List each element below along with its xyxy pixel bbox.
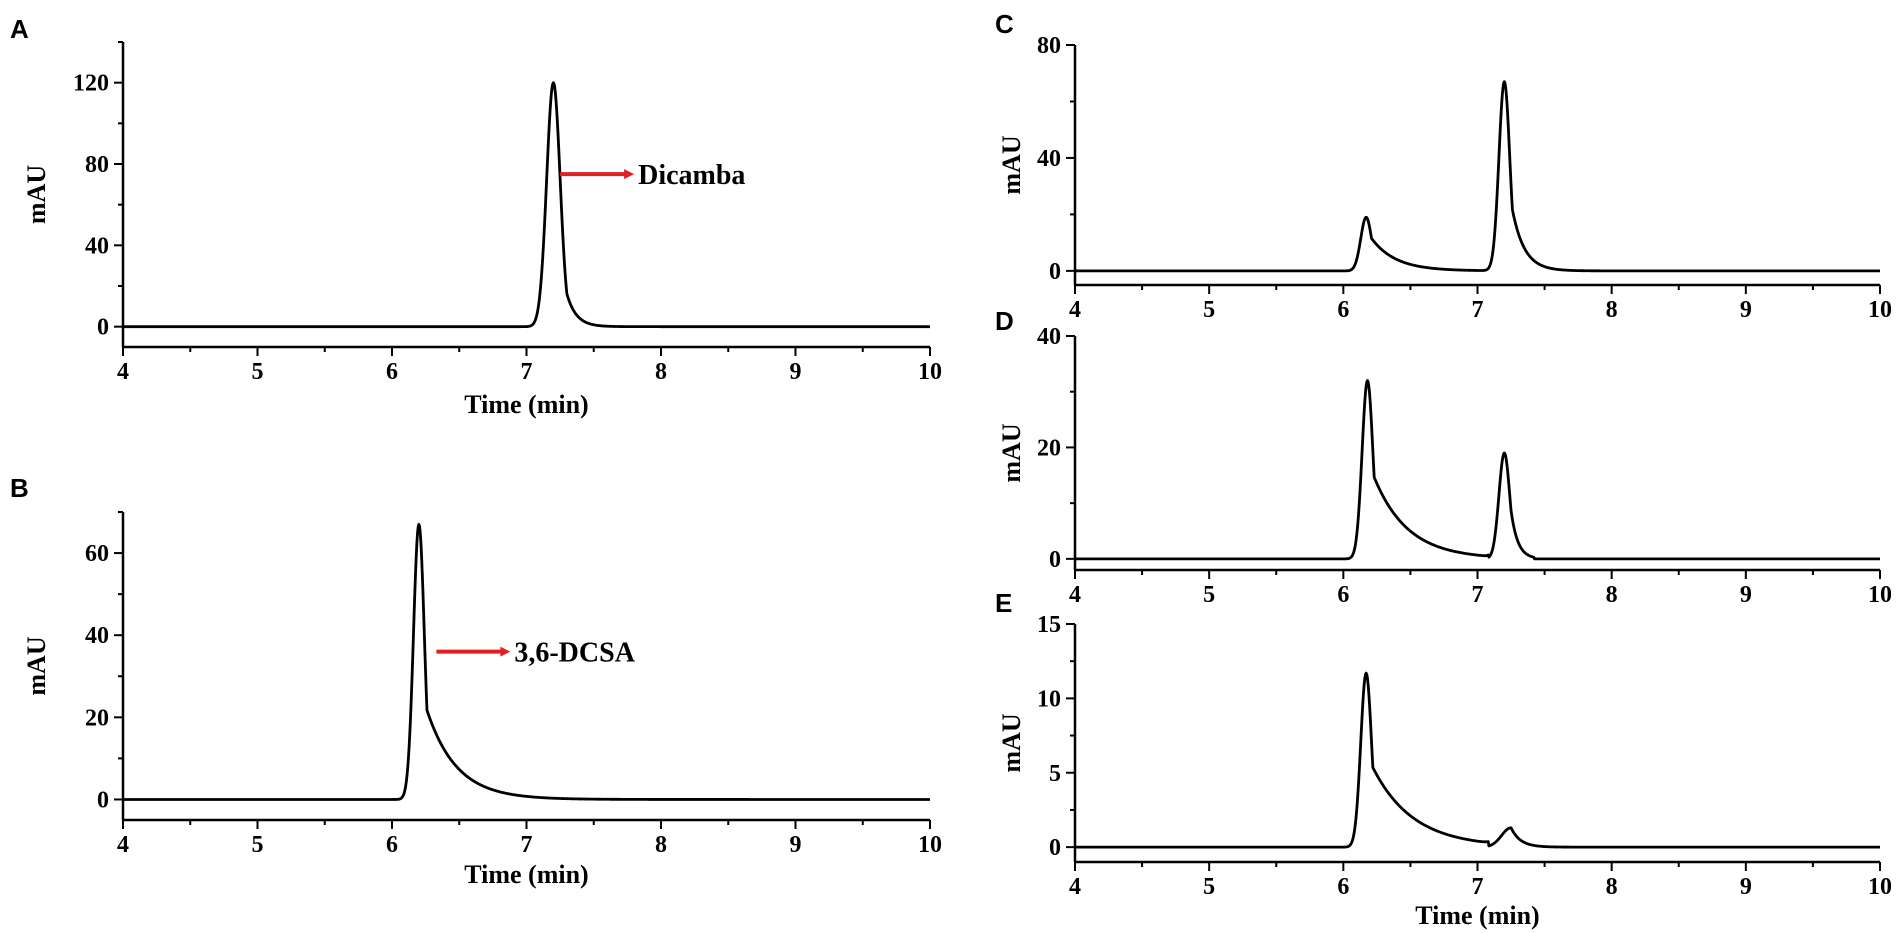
x-tick-label: 7: [521, 359, 533, 385]
x-tick-label: 9: [1740, 874, 1752, 900]
chart-panel-b: B 4 5 6 7 8 9 10 0 20 40 60 mAU Time (min) 3,6-DCSA: [10, 473, 942, 889]
x-tick-label: 9: [1740, 582, 1752, 608]
y-tick-label: 20: [1037, 435, 1061, 461]
x-tick-label: 9: [1740, 297, 1752, 323]
x-tick-label: 5: [1203, 874, 1215, 900]
y-tick-label: 40: [1037, 324, 1061, 350]
chart-panel-c: C 4 5 6 7 8 9 10 0 40 80 mAU: [995, 9, 1892, 323]
x-tick-label: 7: [1472, 297, 1484, 323]
x-tick-label: 10: [1868, 874, 1892, 900]
x-tick-label: 10: [918, 359, 942, 385]
x-tick-label: 6: [1337, 582, 1349, 608]
x-axis-title: Time (min): [1415, 901, 1539, 930]
x-tick-label: 10: [1868, 582, 1892, 608]
x-axis-title: Time (min): [464, 860, 588, 889]
y-tick-label: 40: [85, 233, 109, 259]
x-tick-label: 8: [655, 832, 667, 858]
chart-panel-d: D 4 5 6 7 8 9 10 0 20 40 mAU: [995, 306, 1892, 608]
y-tick-label: 0: [1049, 259, 1061, 285]
y-tick-label: 15: [1037, 612, 1061, 638]
y-tick-label: 0: [1049, 547, 1061, 573]
y-tick-label: 0: [1049, 835, 1061, 861]
x-axis-title: Time (min): [464, 390, 588, 419]
panel-letter-b: B: [10, 473, 29, 503]
y-tick-label: 40: [85, 623, 109, 649]
y-tick-label: 40: [1037, 146, 1061, 172]
y-tick-label: 80: [85, 152, 109, 178]
panel-letter-e: E: [995, 588, 1012, 618]
annotation-label: Dicamba: [638, 160, 745, 191]
y-tick-label: 0: [97, 787, 109, 813]
x-tick-label: 4: [1069, 874, 1081, 900]
chromatogram-trace: [1074, 671, 1881, 849]
y-tick-label: 80: [1037, 33, 1061, 59]
x-tick-label: 7: [521, 832, 533, 858]
chromatogram-trace: [1074, 80, 1881, 273]
x-tick-label: 8: [655, 359, 667, 385]
x-tick-label: 5: [252, 359, 264, 385]
x-tick-label: 5: [1203, 582, 1215, 608]
panel-letter-a: A: [10, 14, 29, 44]
y-tick-label: 60: [85, 541, 109, 567]
y-tick-label: 20: [85, 705, 109, 731]
x-tick-label: 7: [1472, 874, 1484, 900]
x-tick-label: 4: [1069, 582, 1081, 608]
annotation-arrow-head: [624, 169, 635, 180]
x-tick-label: 8: [1606, 874, 1618, 900]
chromatogram-trace: [122, 81, 931, 329]
x-tick-label: 5: [1203, 297, 1215, 323]
panel-letter-c: C: [995, 9, 1014, 39]
x-tick-label: 4: [1069, 297, 1081, 323]
chromatogram-trace: [1074, 379, 1881, 561]
y-tick-label: 5: [1049, 761, 1061, 787]
x-tick-label: 10: [918, 832, 942, 858]
x-tick-label: 7: [1472, 582, 1484, 608]
x-tick-label: 8: [1606, 582, 1618, 608]
x-tick-label: 9: [790, 832, 802, 858]
chart-panel-e: E 4 5 6 7 8 9 10 0 5 10 15 mAU Time (min): [995, 588, 1892, 930]
x-tick-label: 5: [252, 832, 264, 858]
y-tick-label: 120: [73, 71, 109, 97]
x-tick-label: 6: [1337, 874, 1349, 900]
annotation-arrow-head: [500, 646, 511, 657]
y-axis-title: mAU: [997, 423, 1026, 482]
chromatogram-trace: [122, 522, 931, 801]
x-tick-label: 6: [1337, 297, 1349, 323]
y-tick-label: 10: [1037, 686, 1061, 712]
x-tick-label: 6: [386, 359, 398, 385]
panel-letter-d: D: [995, 306, 1014, 336]
annotation-label: 3,6-DCSA: [514, 638, 635, 669]
x-tick-label: 4: [117, 359, 129, 385]
y-axis-title: mAU: [997, 713, 1026, 772]
x-tick-label: 10: [1868, 297, 1892, 323]
chart-panel-a: A 4 5 6 7 8 9 10 0 40 80 120 mAU Time (min) Dicamba: [10, 14, 942, 419]
x-tick-label: 8: [1606, 297, 1618, 323]
y-axis-title: mAU: [997, 135, 1026, 194]
y-tick-label: 0: [97, 315, 109, 341]
x-tick-label: 4: [117, 832, 129, 858]
y-axis-title: mAU: [22, 636, 51, 695]
y-axis-title: mAU: [22, 165, 51, 224]
x-tick-label: 6: [386, 832, 398, 858]
x-tick-label: 9: [790, 359, 802, 385]
